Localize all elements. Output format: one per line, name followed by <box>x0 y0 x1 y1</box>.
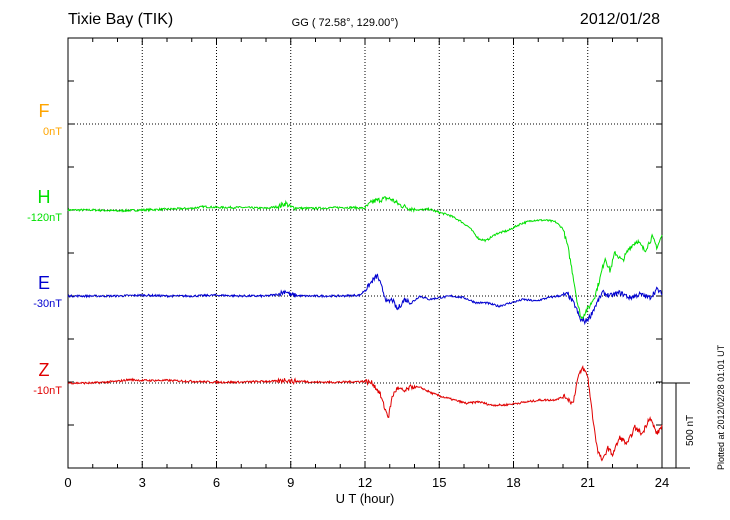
plot-date: 2012/01/28 <box>580 11 660 28</box>
component-labels: F 0nT H -120nT E -30nT Z -10nT <box>27 101 62 397</box>
baseline-label-F: 0nT <box>43 126 62 138</box>
x-tick-label-21: 21 <box>581 475 595 490</box>
x-tick-label-15: 15 <box>432 475 446 490</box>
series-line-H <box>67 196 663 320</box>
series-lines <box>67 196 663 462</box>
x-tick-label-24: 24 <box>655 475 669 490</box>
x-tick-label-6: 6 <box>213 475 220 490</box>
station-title: Tixie Bay (TIK) <box>68 11 173 28</box>
x-tick-label-3: 3 <box>139 475 146 490</box>
x-axis-label: U T (hour) <box>336 491 395 506</box>
component-label-Z: Z <box>39 360 50 380</box>
x-tick-labels: 0 3 6 9 12 15 18 21 24 <box>64 475 669 490</box>
series-line-Z <box>67 364 663 462</box>
component-label-H: H <box>38 187 51 207</box>
scale-bar-label: 500 nT <box>685 415 696 446</box>
baseline-label-E: -30nT <box>33 298 62 310</box>
x-tick-label-18: 18 <box>506 475 520 490</box>
x-tick-label-9: 9 <box>287 475 294 490</box>
station-coordinates: GG ( 72.58°, 129.00°) <box>292 17 399 29</box>
baseline-label-H: -120nT <box>27 212 62 224</box>
plotted-at-note: Plotted at 2012/02/28 01:01 UT <box>716 344 726 470</box>
x-tick-label-0: 0 <box>64 475 71 490</box>
series-line-E <box>67 273 663 326</box>
baseline-label-Z: -10nT <box>33 385 62 397</box>
axis-ticks <box>67 37 663 469</box>
x-tick-label-12: 12 <box>358 475 372 490</box>
grid <box>68 38 662 468</box>
plot-frame <box>67 37 663 469</box>
scale-bar: 500 nT <box>662 382 696 469</box>
component-label-F: F <box>39 101 50 121</box>
component-label-E: E <box>38 273 50 293</box>
